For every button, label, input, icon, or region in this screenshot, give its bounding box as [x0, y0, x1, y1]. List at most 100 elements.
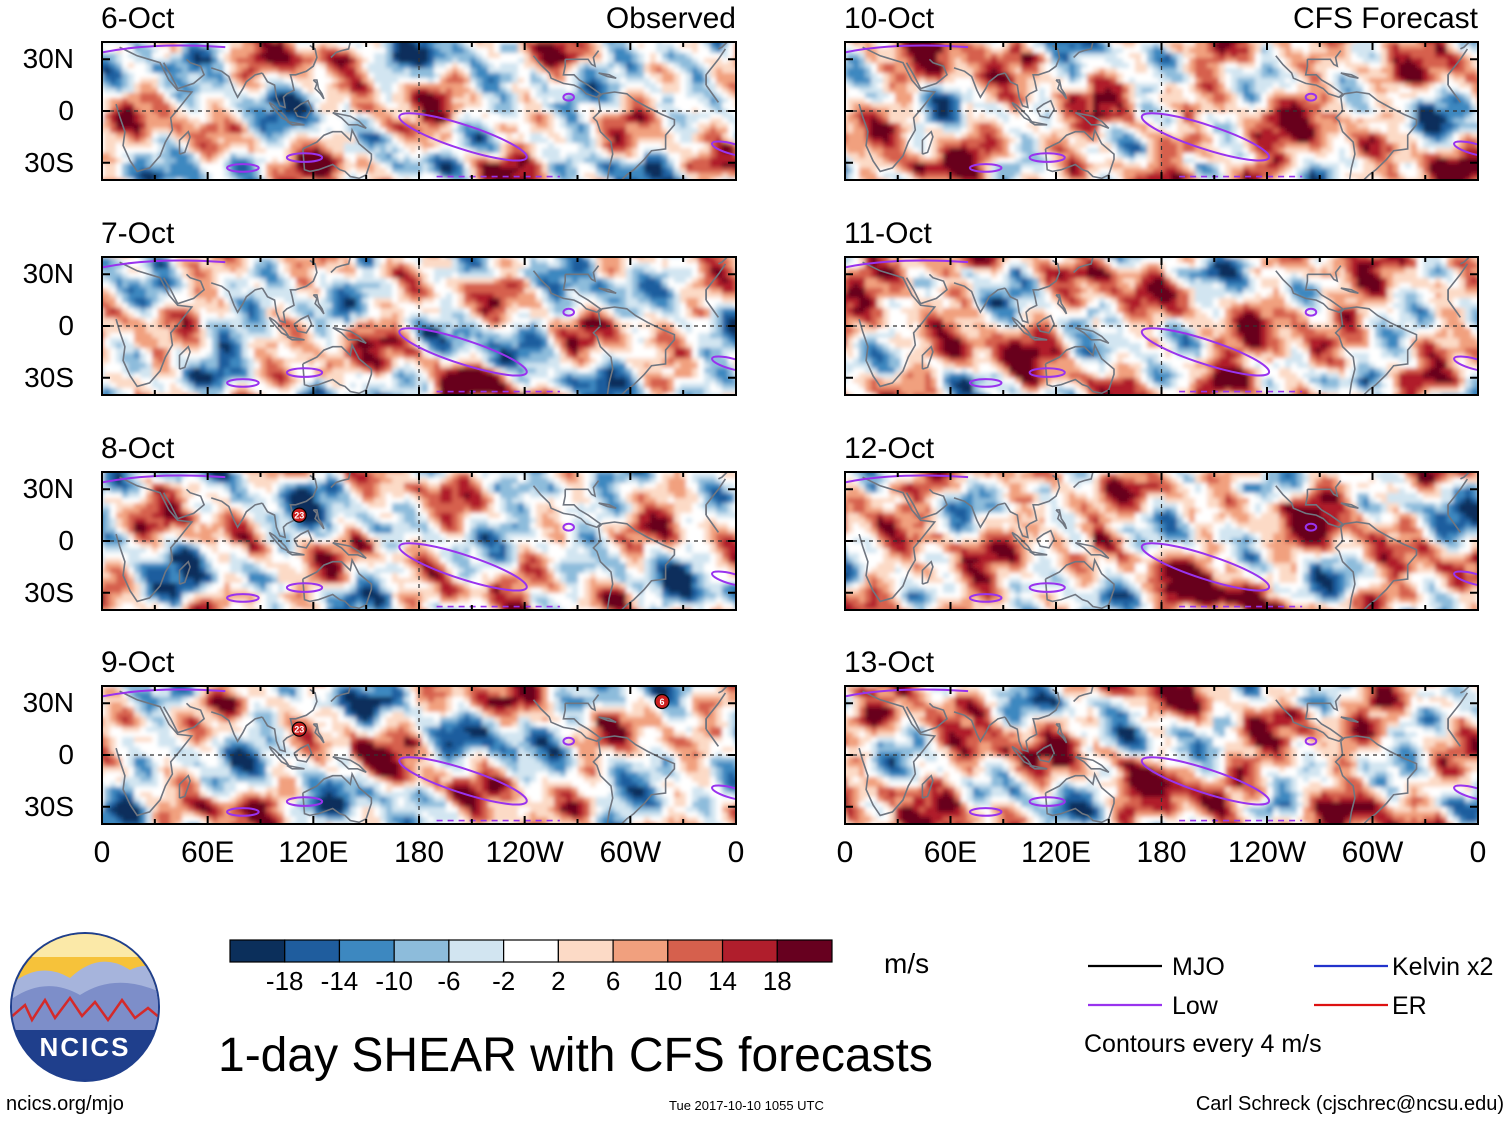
shear-field: [102, 42, 736, 180]
colorbar-swatch: [776, 939, 833, 963]
panel-source-label: Observed: [436, 4, 736, 34]
x-tick-label: 60W: [1313, 838, 1433, 868]
panel-date-label: 12-Oct: [844, 434, 934, 464]
colorbar-swatch: [612, 939, 669, 963]
panel-10-Oct: [844, 41, 1479, 181]
colorbar-swatch: [721, 939, 778, 963]
panel-13-Oct: [844, 685, 1479, 825]
colorbar-level-label: 2: [528, 968, 588, 994]
low-contours: [845, 688, 1478, 822]
tick-marks: [101, 686, 737, 824]
tick-marks: [101, 42, 737, 180]
y-tick-label: 0: [10, 97, 74, 125]
x-tick-label: 180: [1102, 838, 1222, 868]
panel-date-label: 6-Oct: [101, 4, 174, 34]
low-contours: [102, 44, 736, 178]
y-tick-label: 30N: [10, 689, 74, 717]
storm-marker: 6: [654, 693, 670, 710]
y-tick-label: 0: [10, 527, 74, 555]
colorbar-level-label: 14: [693, 968, 753, 994]
x-tick-label: 0: [42, 838, 162, 868]
coastlines: [858, 42, 1471, 180]
colorbar-swatch: [393, 939, 450, 963]
panel-date-label: 11-Oct: [844, 219, 932, 249]
x-tick-label: 0: [785, 838, 905, 868]
legend-label: Low: [1172, 994, 1218, 1019]
panel-date-label: 10-Oct: [844, 4, 934, 34]
x-tick-label: 60W: [570, 838, 690, 868]
y-tick-label: 30S: [10, 792, 74, 821]
panel-source-label: CFS Forecast: [1178, 4, 1478, 34]
panel-7-Oct: [101, 256, 737, 396]
x-tick-label: 0: [1418, 838, 1510, 868]
x-tick-label: 120W: [1207, 838, 1327, 868]
legend-label: MJO: [1172, 955, 1225, 980]
y-tick-label: 30S: [10, 363, 74, 392]
tick-marks: [844, 686, 1479, 824]
colorbar-swatch: [667, 939, 724, 963]
low-contours: [845, 44, 1478, 178]
tick-marks: [844, 42, 1479, 180]
shear-field: [102, 257, 736, 395]
shear-field: [845, 257, 1478, 395]
panel-date-label: 8-Oct: [101, 434, 174, 464]
panel-8-Oct: 23: [101, 471, 737, 611]
tick-marks: [844, 257, 1479, 395]
tick-marks: [844, 472, 1479, 610]
y-tick-label: 30N: [10, 475, 74, 503]
shear-field: [845, 42, 1478, 180]
x-tick-label: 120W: [465, 838, 585, 868]
low-contours: [102, 688, 736, 822]
panel-11-Oct: [844, 256, 1479, 396]
tick-marks: [101, 257, 737, 395]
y-tick-label: 30N: [10, 260, 74, 288]
author-credit: Carl Schreck (cjschrec@ncsu.edu): [1196, 1094, 1504, 1114]
coastlines: [858, 472, 1471, 610]
x-tick-label: 180: [359, 838, 479, 868]
shear-field: [845, 686, 1478, 824]
colorbar-level-label: -2: [474, 968, 534, 994]
x-tick-label: 0: [676, 838, 796, 868]
panel-date-label: 9-Oct: [101, 648, 174, 678]
storm-label: 23: [294, 511, 304, 521]
panel-9-Oct: 23 6: [101, 685, 737, 825]
colorbar-swatch: [503, 939, 559, 963]
y-tick-label: 30N: [10, 45, 74, 73]
low-contours: [845, 474, 1478, 608]
colorbar-level-label: 6: [583, 968, 643, 994]
colorbar-swatch: [338, 939, 395, 963]
timestamp: Tue 2017-10-10 1055 UTC: [669, 1099, 824, 1112]
colorbar-level-label: 10: [638, 968, 698, 994]
colorbar-swatch: [229, 939, 286, 963]
panel-date-label: 7-Oct: [101, 219, 174, 249]
low-contours: [102, 474, 736, 608]
x-tick-label: 60E: [891, 838, 1011, 868]
panel-6-Oct: [101, 41, 737, 181]
colorbar-level-label: -10: [364, 968, 424, 994]
low-contours: [845, 259, 1478, 393]
panel-12-Oct: [844, 471, 1479, 611]
shear-field: [845, 472, 1478, 610]
chart-title: 1-day SHEAR with CFS forecasts: [218, 1030, 933, 1082]
legend-label: ER: [1392, 994, 1427, 1019]
storm-label: 23: [294, 725, 304, 735]
site-url[interactable]: ncics.org/mjo: [6, 1094, 124, 1114]
storm-marker: 23: [291, 721, 307, 737]
shear-field: [102, 472, 736, 610]
low-contours: [102, 259, 736, 393]
storm-marker: 23: [291, 507, 307, 523]
ncics-logo: NCICS: [10, 932, 160, 1082]
colorbar-units: m/s: [884, 950, 929, 978]
contour-note: Contours every 4 m/s: [1084, 1032, 1322, 1057]
coastlines: [858, 257, 1471, 395]
panel-date-label: 13-Oct: [844, 648, 934, 678]
colorbar-swatch: [284, 939, 341, 963]
colorbar-swatch: [557, 939, 614, 963]
y-tick-label: 0: [10, 312, 74, 340]
coastlines: [115, 257, 729, 395]
colorbar-level-label: 18: [747, 968, 807, 994]
x-tick-label: 120E: [996, 838, 1116, 868]
x-tick-label: 60E: [148, 838, 268, 868]
colorbar-level-label: -18: [255, 968, 315, 994]
